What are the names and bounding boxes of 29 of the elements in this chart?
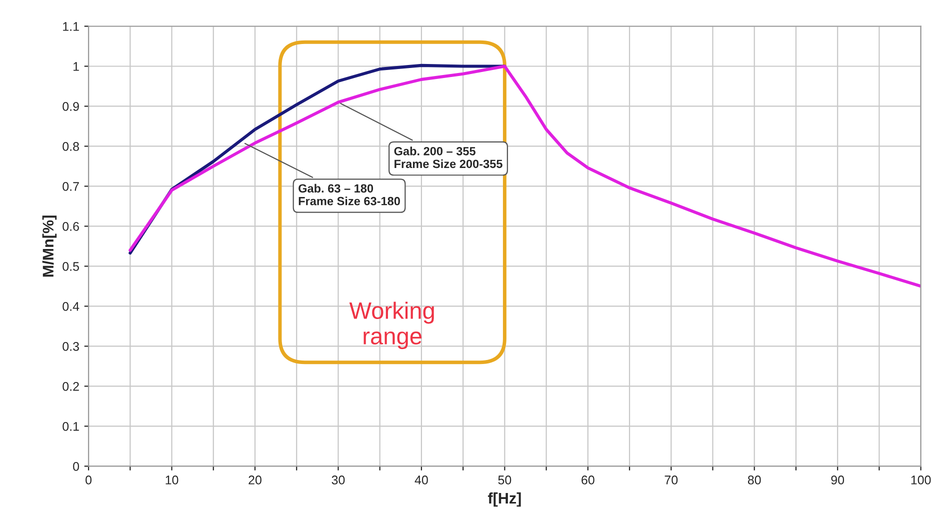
y-tick-label: 0.4 <box>62 302 80 311</box>
x-tick-label: 70 <box>664 476 678 484</box>
y-tick-label: 0.3 <box>62 342 79 351</box>
x-tick-label: 60 <box>582 476 594 484</box>
y-tick-label: 0.6 <box>62 222 79 231</box>
annotation: Working range <box>349 302 434 350</box>
annotation: Gab. 200 – 355 Frame Size 200-355 <box>394 146 502 168</box>
x-tick-label: 80 <box>748 476 761 484</box>
y-tick-label: 0.1 <box>62 422 79 431</box>
x-tick-label: 100 <box>911 476 931 484</box>
x-tick-label: 50 <box>498 476 512 484</box>
y-tick-label: 0.8 <box>62 142 79 151</box>
x-axis-title: f[Hz] <box>488 492 521 507</box>
x-tick-label: 90 <box>831 476 844 484</box>
x-tick-label: 0 <box>86 476 92 484</box>
line-series <box>128 64 921 288</box>
y-tick-label: 1.1 <box>63 22 79 31</box>
y-tick-label: 0.7 <box>62 182 79 191</box>
y-tick-label: 1 <box>74 62 79 71</box>
x-tick-label: 40 <box>414 476 428 484</box>
y-tick-label: 0.5 <box>62 262 79 271</box>
y-tick-label: 0.9 <box>62 102 79 111</box>
x-tick-label: 20 <box>248 476 262 484</box>
annotation: Gab. 63 – 180 Frame Size 63-180 <box>298 184 400 206</box>
x-tick-label: 10 <box>166 476 178 484</box>
y-axis-title: M/Mn[%] <box>42 216 57 277</box>
y-tick-label: 0.2 <box>62 382 79 391</box>
x-tick-label: 30 <box>332 476 345 484</box>
y-tick-label: 0 <box>73 462 80 471</box>
